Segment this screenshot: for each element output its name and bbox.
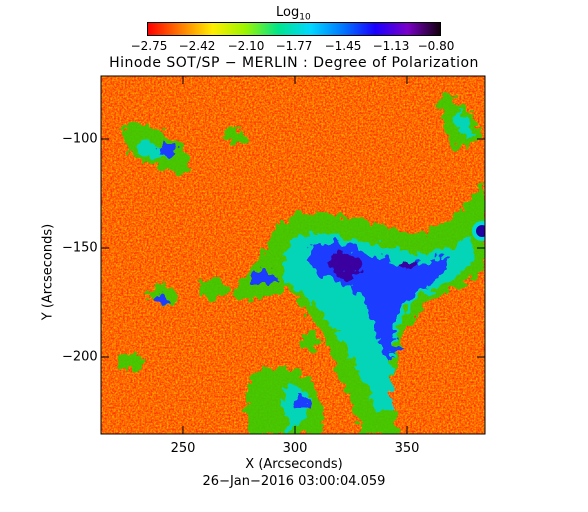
bright-spot-core [476,225,485,237]
y-axis-label: Y (Arcseconds) [40,223,56,321]
x-tick-label: 250 [170,441,196,456]
colorbar-tick: −1.13 [372,39,410,53]
axis-ticks [101,76,485,434]
colorbar-tick: −2.42 [178,39,216,53]
colorbar [147,22,441,36]
colorbar-tick: −2.10 [227,39,265,53]
colorbar-tick: −2.75 [130,39,168,53]
y-tick-label: −200 [62,349,98,365]
colorbar-tick: −1.77 [275,39,313,53]
colorbar-label: Log10 [276,5,311,23]
x-tick-label: 350 [394,441,420,456]
colorbar-tick: −1.45 [324,39,362,53]
observation-date: 26−Jan−2016 03:00:04.059 [202,474,386,489]
plot-title: Hinode SOT/SP − MERLIN : Degree of Polar… [109,55,479,71]
x-axis-label: X (Arcseconds) [245,457,343,472]
plot-frame [100,75,486,435]
network-regions [120,95,485,434]
y-tick-label: −100 [62,131,98,147]
x-tick-label: 300 [282,441,308,456]
colorbar-tick: −0.80 [417,39,455,53]
y-tick-label: −150 [62,240,98,256]
